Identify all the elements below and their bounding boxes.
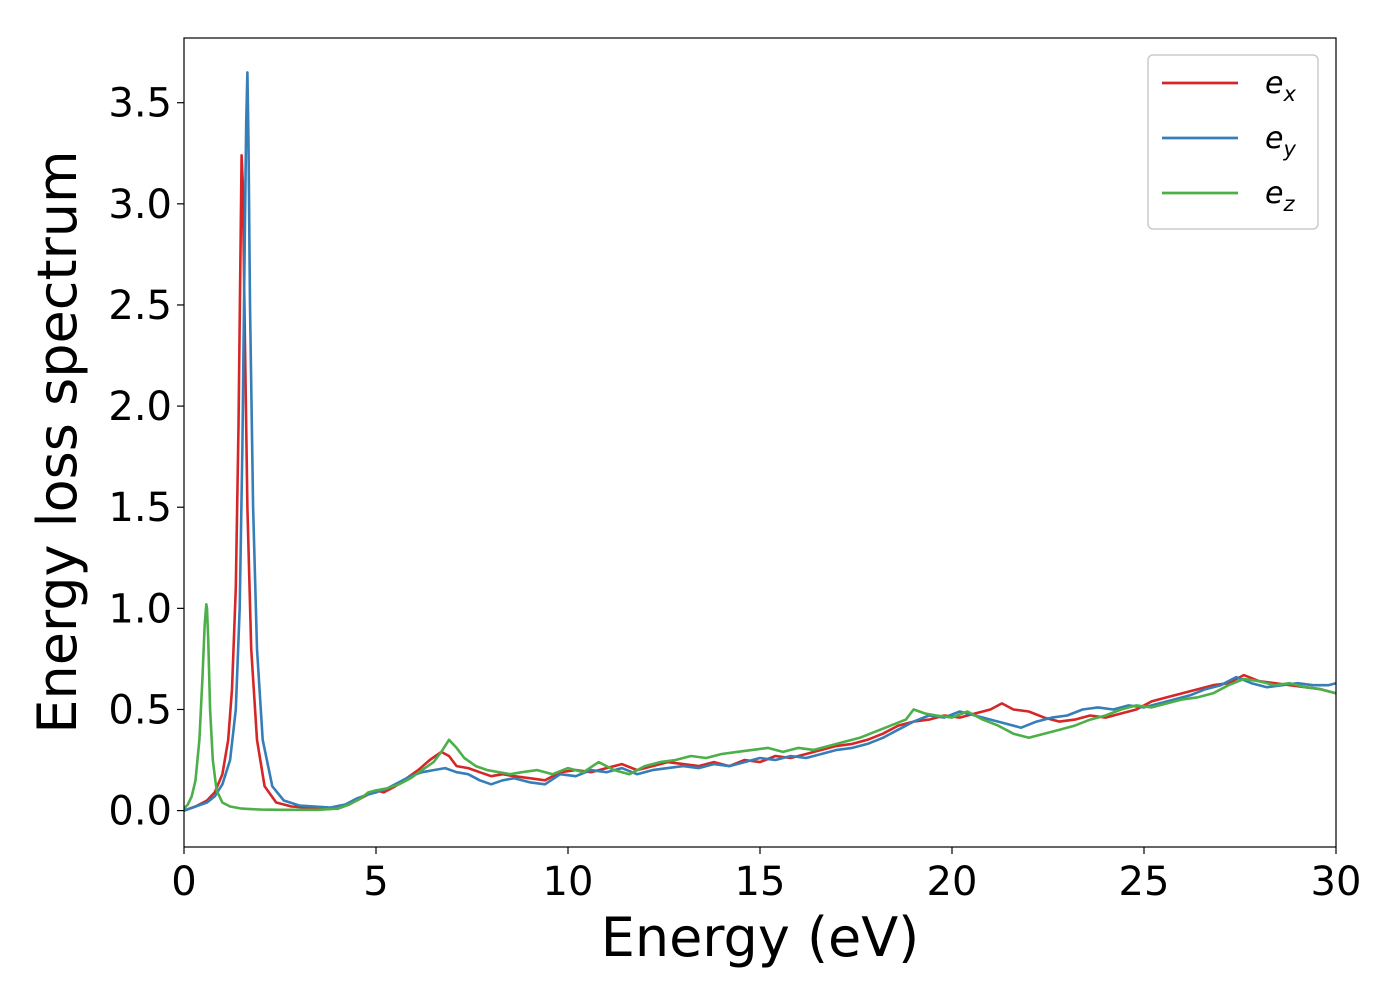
x-tick-label: 25 [1119,859,1170,905]
y-tick-label: 1.5 [108,485,172,531]
series-layer [184,71,1336,812]
x-tick-label: 0 [171,859,196,905]
y-tick-label: 2.5 [108,283,172,329]
legend-label-subscript: x [1282,82,1296,106]
legend-box [1147,54,1319,230]
plot-background [184,38,1336,847]
legend-label-ey: ey [1265,121,1296,161]
series-line-ez [184,602,1336,812]
y-tick-label: 2.0 [108,384,172,430]
legend-label-base: e [1265,66,1283,101]
y-tick-label: 1.0 [108,586,172,632]
y-tick-label: 3.5 [108,81,172,127]
legend-label-ex: ex [1265,66,1296,106]
y-tick-label: 0.5 [108,687,172,733]
x-tick-label: 10 [543,859,594,905]
y-tick-label: 3.0 [108,182,172,228]
series-line-ey [184,71,1336,812]
legend-label-subscript: y [1282,137,1296,161]
x-tick-label: 15 [735,859,786,905]
x-tick-label: 30 [1311,859,1362,905]
x-tick-label: 20 [927,859,978,905]
y-axis-label: Energy loss spectrum [26,150,89,733]
y-tick-label: 0.0 [108,789,172,835]
legend-label-subscript: z [1282,192,1295,216]
legend-label-base: e [1265,176,1283,211]
x-axis-ticks: 0 5 10 15 20 25 30 [171,847,1361,905]
x-axis-label: Energy (eV) [601,906,920,969]
legend-label-ez: ez [1265,176,1295,216]
y-axis-ticks: 0.0 0.5 1.0 1.5 2.0 2.5 3.0 3.5 [108,81,184,835]
legend-label-base: e [1265,121,1283,156]
x-tick-label: 5 [363,859,388,905]
